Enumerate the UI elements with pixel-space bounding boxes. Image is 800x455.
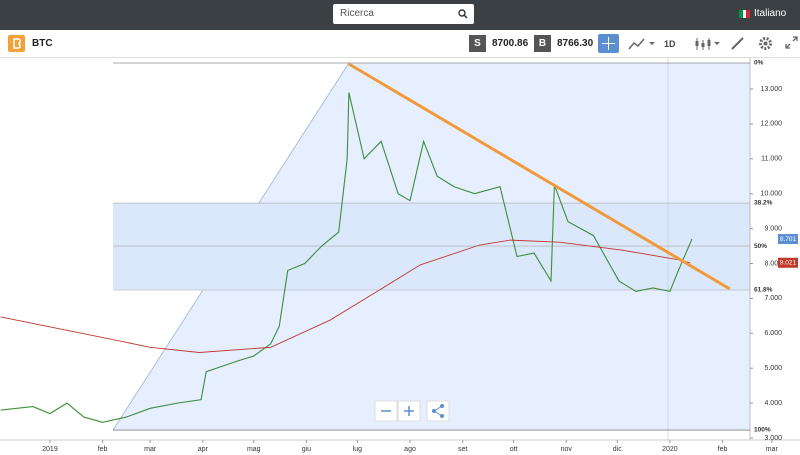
fib-band: [113, 203, 750, 290]
sell-price: 8700.86: [492, 38, 529, 49]
y-tick-label: 7.000: [764, 295, 782, 302]
fib-label: 61.8%: [754, 287, 773, 294]
symbol: BTC: [32, 38, 53, 49]
candle-button[interactable]: [694, 37, 722, 51]
draw-button[interactable]: [730, 36, 745, 51]
fib-label: 0%: [754, 60, 764, 67]
y-tick-label: 12.000: [761, 121, 783, 128]
y-tick-label: 8.000: [764, 260, 782, 267]
chart: 3.000 4.000 5.000 6.000 7.000 8.000 9.000 10.00…: [0, 58, 800, 453]
flag-icon: [739, 10, 750, 18]
sell-button[interactable]: S: [469, 35, 486, 52]
x-tick-label: dic: [613, 446, 622, 453]
y-tick-label: 11.000: [761, 156, 782, 163]
x-tick-label: feb: [98, 446, 108, 453]
price-line: [0, 92, 693, 423]
x-tick-label: apr: [198, 446, 209, 453]
y-tick-label: 9.000: [764, 225, 782, 232]
x-tick-label: ago: [404, 446, 416, 453]
y-tick-label: 5.000: [764, 365, 782, 372]
moving-average: [0, 239, 691, 353]
price-tag: [778, 257, 798, 268]
y-tick-label: 10.000: [761, 191, 783, 198]
x-tick-label: feb: [718, 446, 728, 453]
buy-price: 8766.30: [557, 38, 594, 49]
y-tick-label: 3.000: [764, 435, 782, 442]
language[interactable]: Italiano: [754, 8, 787, 19]
settings-button[interactable]: [758, 36, 773, 51]
zoom-controls: [374, 400, 450, 422]
x-tick-label: mar: [144, 446, 157, 453]
chart-type-button[interactable]: [628, 37, 656, 51]
fullscreen-button[interactable]: [785, 36, 798, 49]
price-tag-label: 8.701: [780, 236, 797, 243]
search-input[interactable]: Ricerca: [333, 4, 474, 24]
fib-label: 100%: [754, 427, 771, 434]
x-tick-label: set: [458, 446, 467, 453]
y-tick-label: 6.000: [764, 330, 782, 337]
trendline: [348, 62, 731, 291]
x-tick-label: 2019: [42, 446, 58, 453]
price-tag-label: 8.021: [780, 259, 797, 266]
x-tick-label: mar: [766, 446, 779, 453]
price-tag: [778, 234, 798, 245]
symbol-icon: [8, 35, 25, 52]
x-tick-label: mag: [247, 446, 261, 453]
crosshair-button[interactable]: [598, 34, 619, 53]
timeframe[interactable]: 1D: [664, 39, 676, 49]
fib-label: 50%: [754, 243, 767, 250]
buy-button[interactable]: B: [534, 35, 551, 52]
toolbar: BTC S 8700.86 B 8766.30 1D: [0, 30, 800, 58]
share[interactable]: [426, 400, 450, 422]
y-tick-label: 4.000: [764, 400, 782, 407]
top-bar: Ricerca Italiano: [0, 0, 800, 30]
search-icon[interactable]: [458, 9, 468, 19]
x-tick-label: giu: [302, 446, 311, 453]
x-tick-label: lug: [353, 446, 362, 453]
fib-label: 38.2%: [754, 200, 773, 207]
x-tick-label: nov: [561, 446, 573, 453]
x-tick-label: 2020: [662, 446, 678, 453]
x-tick-label: ott: [510, 446, 518, 453]
y-tick-label: 13.000: [761, 86, 783, 93]
